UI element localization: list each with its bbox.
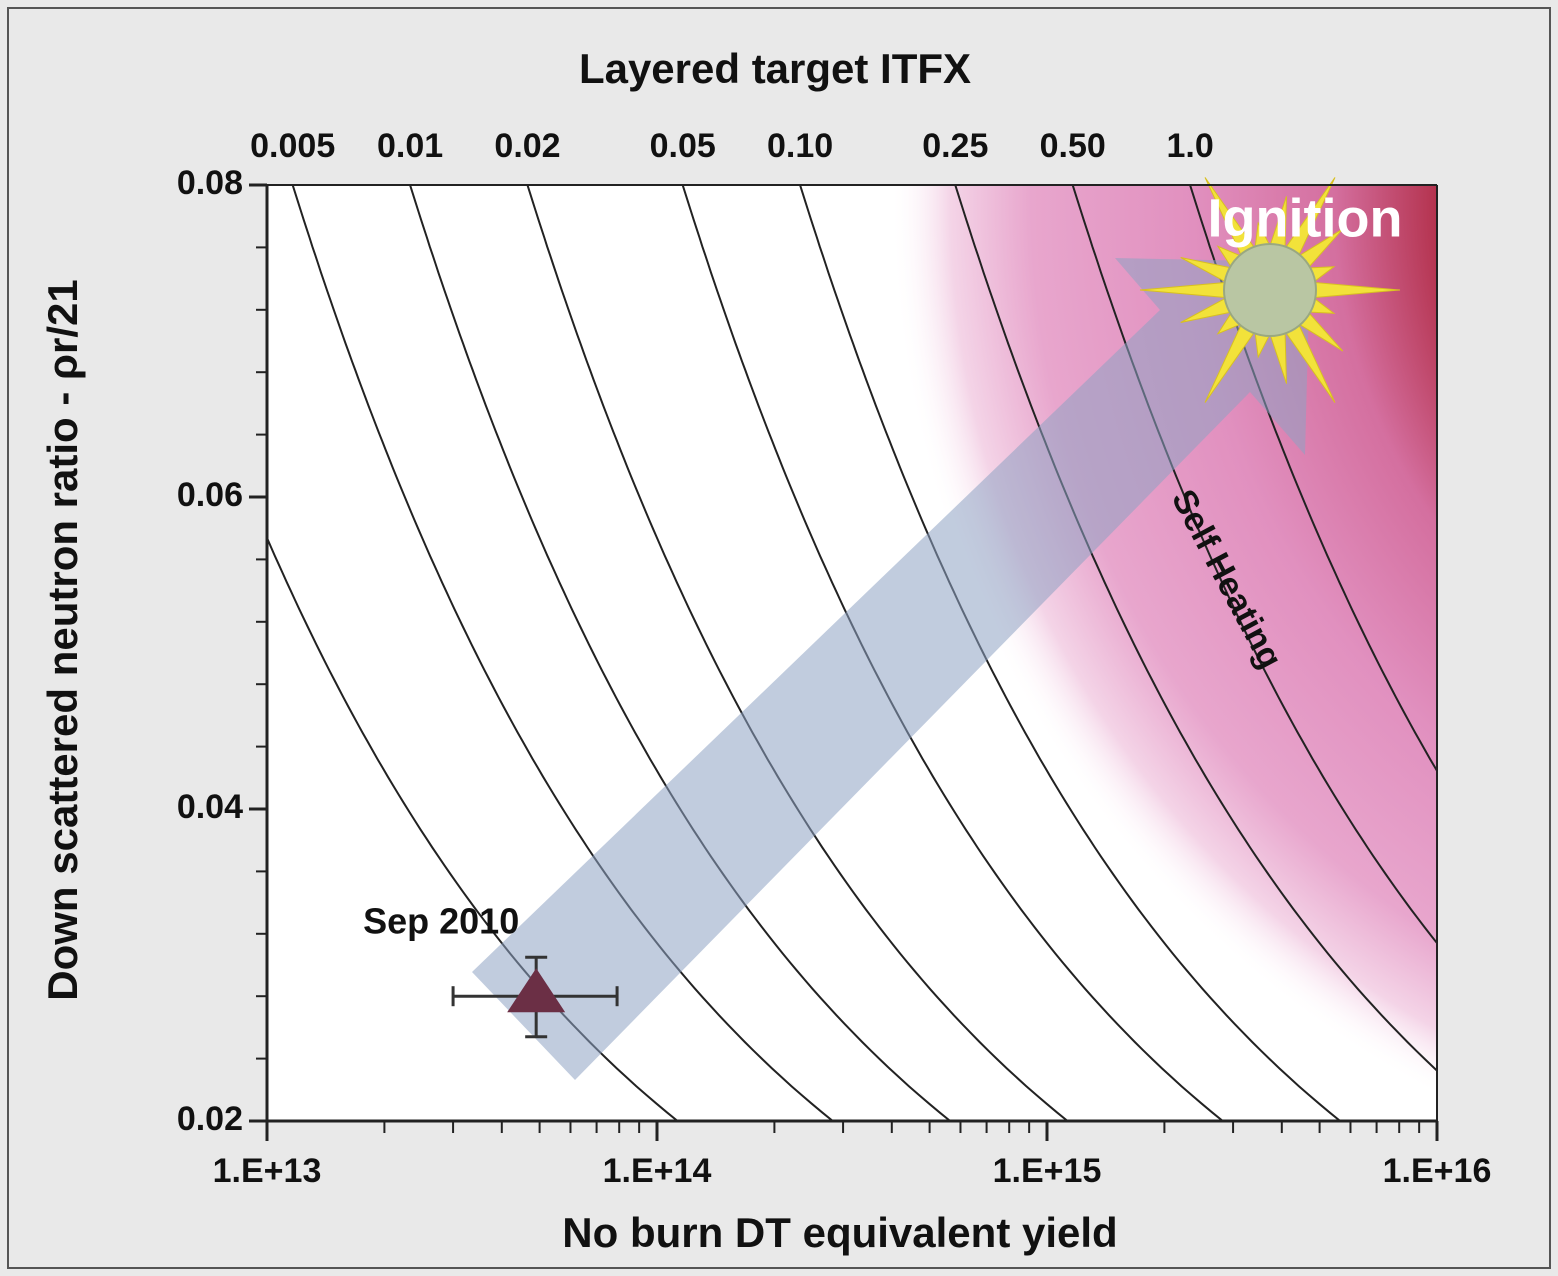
x-tick-label: 1.E+16 [1383,1152,1492,1190]
ignition-label: Ignition [1208,188,1403,248]
x-tick-label: 1.E+14 [603,1152,712,1190]
itfx-tick-label: 0.10 [767,127,833,165]
top-axis-title: Layered target ITFX [579,45,971,92]
itfx-contour [409,185,952,1121]
point-label: Sep 2010 [363,901,519,942]
ignition-star [1139,177,1401,403]
itfx-tick-label: 0.01 [377,127,443,165]
data-point [507,968,566,1013]
x-tick-label: 1.E+13 [213,1152,322,1190]
y-axis-title: Down scattered neutron ratio - ρr/21 [39,279,86,1000]
itfx-tick-label: 0.50 [1040,127,1106,165]
itfx-tick-label: 1.0 [1166,127,1213,165]
y-tick-label: 0.06 [177,476,243,514]
itfx-contour [1071,185,1437,945]
trend-arrow [472,258,1310,1080]
itfx-contour [526,185,1070,1121]
y-tick-label: 0.04 [177,788,243,826]
x-tick-label: 1.E+15 [993,1152,1102,1190]
itfx-tick-label: 0.02 [494,127,560,165]
star-core [1223,243,1317,337]
itfx-tick-label: 0.25 [922,127,988,165]
itfx-tick-label: 0.005 [250,127,335,165]
itfx-tick-label: 0.05 [650,127,716,165]
itfx-contour [954,185,1437,1072]
x-axis-title: No burn DT equivalent yield [562,1209,1117,1256]
y-tick-label: 0.08 [177,164,243,202]
itfx-contour [291,185,835,1121]
y-tick-label: 0.02 [177,1100,243,1138]
